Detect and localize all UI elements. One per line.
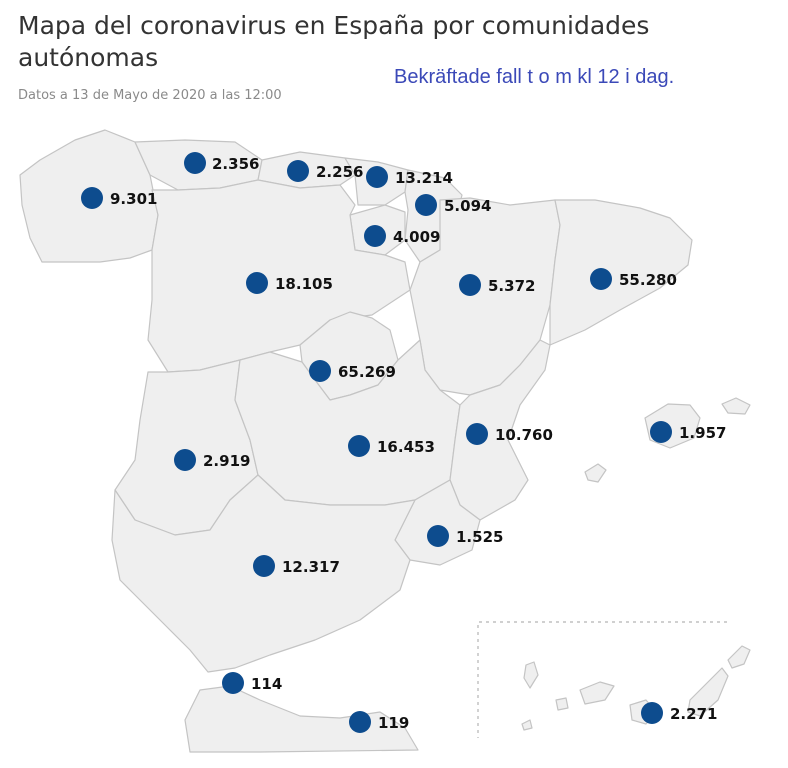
- case-count: 114: [251, 675, 282, 693]
- marker-aragon: 5.372: [459, 274, 535, 296]
- marker-canarias: 2.271: [641, 702, 717, 724]
- case-marker[interactable]: [348, 435, 370, 457]
- region-canarias-gomera: [555, 697, 569, 711]
- case-count: 2.356: [212, 155, 259, 173]
- case-count: 1.525: [456, 528, 503, 546]
- case-marker[interactable]: [641, 702, 663, 724]
- case-marker[interactable]: [309, 360, 331, 382]
- case-marker[interactable]: [415, 194, 437, 216]
- marker-pais-vasco: 13.214: [366, 166, 453, 188]
- region-cataluna: [549, 199, 693, 346]
- region-canarias-tenerife: [579, 681, 615, 705]
- case-marker[interactable]: [364, 225, 386, 247]
- case-marker[interactable]: [427, 525, 449, 547]
- case-count: 2.919: [203, 452, 250, 470]
- case-count: 13.214: [395, 169, 453, 187]
- marker-cantabria: 2.256: [287, 160, 363, 182]
- marker-la-rioja: 4.009: [364, 225, 440, 247]
- marker-murcia: 1.525: [427, 525, 503, 547]
- marker-baleares: 1.957: [650, 421, 726, 443]
- marker-comunidad-valenciana: 10.760: [466, 423, 553, 445]
- case-count: 119: [378, 714, 409, 732]
- marker-cataluna: 55.280: [590, 268, 677, 290]
- overlay-annotation: Bekräftade fall t o m kl 12 i dag.: [394, 66, 675, 88]
- region-canarias-la-palma: [523, 661, 539, 689]
- marker-andalucia: 12.317: [253, 555, 340, 577]
- case-marker[interactable]: [222, 672, 244, 694]
- regions-layer: [19, 129, 751, 753]
- region-canarias-fuerteventura: [687, 667, 729, 717]
- case-count: 2.271: [670, 705, 717, 723]
- region-menorca: [721, 397, 751, 415]
- case-marker[interactable]: [287, 160, 309, 182]
- case-count: 4.009: [393, 228, 440, 246]
- marker-asturias: 2.356: [184, 152, 259, 174]
- case-count: 9.301: [110, 190, 157, 208]
- case-count: 10.760: [495, 426, 553, 444]
- page-title: Mapa del coronavirus en España por comun…: [18, 11, 650, 72]
- case-count: 65.269: [338, 363, 396, 381]
- region-comunidad-valenciana: [449, 339, 551, 521]
- case-count: 18.105: [275, 275, 333, 293]
- case-count: 1.957: [679, 424, 726, 442]
- marker-galicia: 9.301: [81, 187, 157, 209]
- case-marker[interactable]: [459, 274, 481, 296]
- case-marker[interactable]: [253, 555, 275, 577]
- case-count: 12.317: [282, 558, 340, 576]
- marker-extremadura: 2.919: [174, 449, 250, 471]
- region-canarias-lanzarote: [727, 645, 751, 669]
- case-marker[interactable]: [349, 711, 371, 733]
- case-count: 5.372: [488, 277, 535, 295]
- case-marker[interactable]: [366, 166, 388, 188]
- case-marker[interactable]: [174, 449, 196, 471]
- case-marker[interactable]: [81, 187, 103, 209]
- case-marker[interactable]: [246, 272, 268, 294]
- case-count: 2.256: [316, 163, 363, 181]
- case-marker[interactable]: [466, 423, 488, 445]
- case-marker[interactable]: [590, 268, 612, 290]
- case-count: 5.094: [444, 197, 491, 215]
- data-date-subtitle: Datos a 13 de Mayo de 2020 a las 12:00: [18, 88, 282, 103]
- marker-castilla-la-mancha: 16.453: [348, 435, 435, 457]
- markers-layer: 9.301 2.356 2.256 13.214 5.094 4.009 18.…: [81, 152, 726, 733]
- region-north-africa-coast: [184, 685, 419, 753]
- marker-ceuta: 114: [222, 672, 282, 694]
- region-ibiza: [584, 463, 607, 483]
- case-count: 55.280: [619, 271, 677, 289]
- case-marker[interactable]: [650, 421, 672, 443]
- marker-navarra: 5.094: [415, 194, 491, 216]
- marker-madrid: 65.269: [309, 360, 396, 382]
- region-canarias-hierro: [521, 719, 533, 731]
- region-castilla-y-leon: [147, 179, 411, 373]
- marker-melilla: 119: [349, 711, 409, 733]
- case-marker[interactable]: [184, 152, 206, 174]
- case-count: 16.453: [377, 438, 435, 456]
- marker-castilla-y-leon: 18.105: [246, 272, 333, 294]
